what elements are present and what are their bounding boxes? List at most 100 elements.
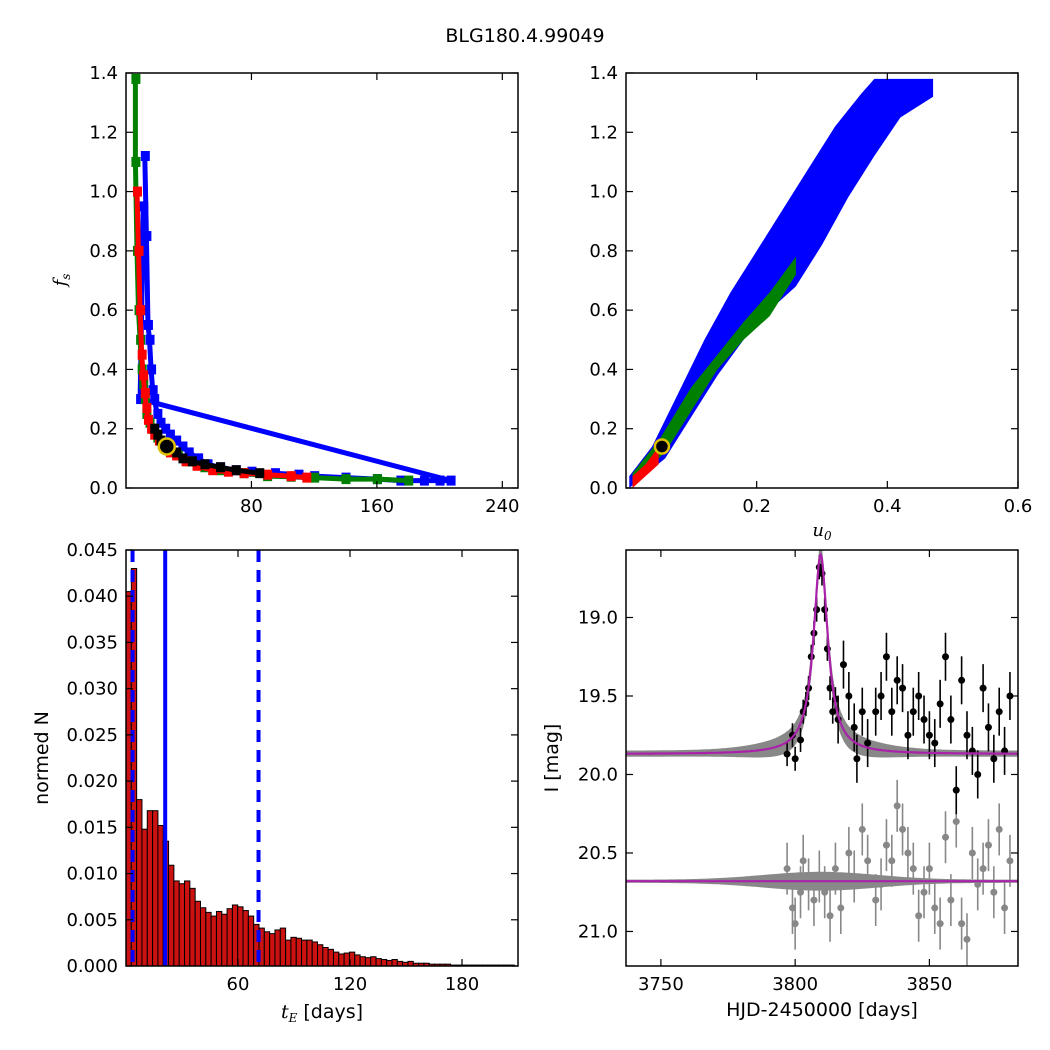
mcmc-point (302, 472, 312, 483)
residual-point (942, 833, 950, 841)
mcmc-point (255, 468, 265, 479)
y-tick-label: 0.015 (66, 817, 118, 838)
y-tick-label: 0.030 (66, 679, 118, 700)
histogram-bar (205, 911, 212, 967)
residual-point (788, 904, 796, 912)
best-fit-marker (653, 438, 671, 455)
model-curve (626, 552, 1018, 755)
histogram-bar (375, 958, 382, 967)
y-tick-label: 0.005 (66, 910, 118, 931)
residual-point (968, 849, 976, 857)
panel-lightcurve: 3750 3800 3850 19.0 19.5 20.0 20.5 21.0 HJD-2450… (541, 549, 1019, 1021)
histogram-bar (221, 913, 228, 967)
y-tick-label: 20.5 (578, 843, 618, 864)
data-point (984, 723, 992, 731)
residual-point (799, 857, 807, 865)
histogram-bar (370, 956, 377, 967)
y-tick-label: 0.010 (66, 864, 118, 885)
y-tick-label: 1.4 (589, 63, 618, 84)
mcmc-point (132, 186, 142, 197)
residual-point (837, 904, 845, 912)
mcmc-band (137, 155, 452, 484)
residual-point (952, 818, 960, 826)
x-tick-label: 240 (485, 496, 519, 517)
data-point (882, 653, 890, 661)
y-tick-label: 0.6 (589, 300, 618, 321)
data-point (974, 770, 982, 778)
residual-point (1006, 857, 1014, 865)
mcmc-region-green (632, 256, 796, 483)
residual-point (845, 849, 853, 857)
x-tick-label: 3750 (638, 974, 684, 995)
data-point (990, 755, 998, 763)
residual-point (899, 825, 907, 833)
y-tick-label: 1.4 (89, 63, 118, 84)
x-axis-label: u0 (812, 520, 832, 543)
x-tick-label: 80 (240, 496, 263, 517)
plot-frame (125, 549, 519, 967)
histogram-bars (125, 567, 515, 967)
residual-point (925, 865, 933, 873)
y-tick-label: 1.2 (89, 122, 118, 143)
x-tick-label: 160 (360, 496, 394, 517)
y-tick-label: 0.000 (66, 956, 118, 977)
data-point (952, 786, 960, 794)
residual-point (805, 880, 813, 888)
mcmc-point (446, 475, 456, 486)
data-point (791, 755, 799, 763)
y-tick-label: 0.6 (89, 300, 118, 321)
residual-point (877, 880, 885, 888)
residual-point (821, 888, 829, 896)
panel-fs-vs-te: 80 160 240 0.0 0.2 0.4 0.6 0.8 1.0 1.2 1.4 fs (50, 63, 519, 517)
histogram-bar (306, 939, 313, 967)
y-tick-label: 0.045 (66, 540, 118, 561)
residual-point (1001, 904, 1009, 912)
data-point (979, 684, 987, 692)
histogram-bar (141, 828, 148, 967)
x-axis-label: tE [days] (281, 1001, 363, 1025)
histogram-bar (322, 947, 329, 967)
residual-point (893, 802, 901, 810)
histogram-bar (178, 883, 186, 967)
data-point (942, 653, 950, 661)
y-axis-label: normed N (31, 711, 53, 805)
histogram-bar (194, 900, 201, 967)
mcmc-region-red (632, 446, 659, 488)
x-tick-label: 60 (227, 974, 250, 995)
residual-point (909, 865, 917, 873)
y-tick-label: 0.8 (89, 241, 118, 262)
histogram-bar (301, 939, 308, 967)
plot-frame (625, 549, 1019, 967)
histogram-bar (354, 954, 361, 967)
histogram-bar (285, 939, 292, 967)
residual-point (963, 935, 971, 943)
histogram-bar (210, 915, 217, 967)
residual-point (872, 896, 880, 904)
data-point (958, 676, 966, 684)
x-tick-label: 3800 (772, 974, 818, 995)
y-tick-label: 0.4 (589, 359, 618, 380)
data-point (963, 731, 971, 739)
y-tick-label: 20.0 (578, 764, 618, 785)
residual-point (920, 888, 928, 896)
histogram-bar (237, 906, 244, 967)
x-tick-label: 120 (333, 974, 367, 995)
y-tick-label: 0.0 (589, 478, 618, 499)
plot-frame (625, 72, 1019, 489)
histogram-bar (327, 948, 334, 967)
histogram-bar (146, 810, 154, 967)
x-tick-label: 180 (445, 974, 479, 995)
residual-point (810, 896, 818, 904)
residual-point (850, 873, 858, 881)
data-point (845, 692, 853, 700)
data-point (850, 723, 858, 731)
data-point (888, 708, 896, 716)
data-point (915, 692, 923, 700)
histogram-bar (386, 959, 393, 967)
histogram-bar (173, 880, 180, 967)
histogram-bar (380, 959, 388, 967)
y-tick-label: 0.2 (89, 419, 118, 440)
plot-frame (125, 72, 519, 489)
x-tick-label: 3850 (906, 974, 952, 995)
